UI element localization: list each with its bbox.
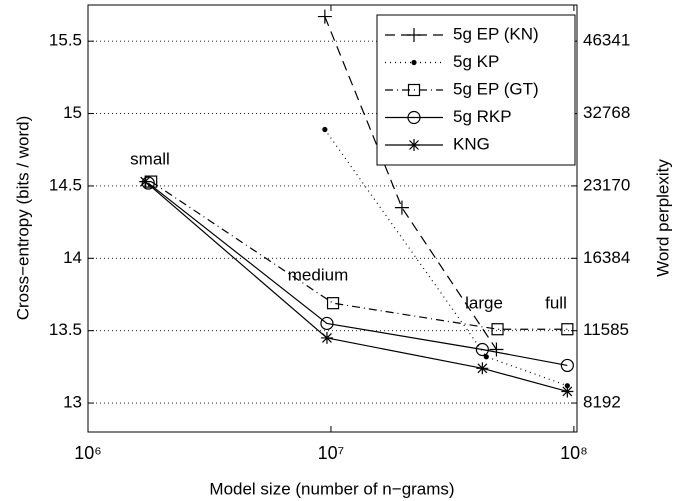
x-axis-label: Model size (number of n−grams) — [209, 479, 454, 498]
marker — [139, 175, 152, 188]
marker — [476, 362, 489, 375]
legend-label: 5g EP (KN) — [453, 24, 539, 43]
marker — [475, 342, 489, 357]
marker — [141, 176, 155, 190]
y-tick-label: 15.5 — [49, 31, 82, 50]
legend-label: 5g KP — [453, 52, 499, 71]
legend-marker — [407, 110, 421, 125]
marker — [489, 342, 504, 357]
legend-marker — [411, 59, 417, 66]
y2-tick-label: 8192 — [583, 393, 621, 412]
legend-marker — [408, 139, 420, 151]
marker — [320, 331, 333, 344]
marker — [491, 323, 504, 336]
annotation: large — [465, 293, 503, 312]
y2-axis-label: Word perplexity — [653, 159, 672, 277]
annotation: medium — [288, 265, 348, 284]
y-tick-label: 14.5 — [49, 175, 82, 194]
marker — [394, 200, 409, 215]
x-tick-label: 10⁷ — [318, 443, 345, 463]
legend-label: 5g RKP — [453, 107, 512, 126]
legend-marker — [407, 83, 421, 97]
marker — [561, 323, 574, 336]
y-tick-label: 14 — [63, 248, 82, 267]
y-axis-label: Cross−entropy (bits / word) — [13, 116, 32, 321]
marker — [561, 385, 574, 398]
y-tick-label: 13.5 — [49, 320, 82, 339]
y2-tick-label: 16384 — [583, 248, 630, 267]
y-tick-label: 13 — [63, 393, 82, 412]
x-tick-label: 10⁶ — [74, 443, 101, 463]
y2-tick-label: 23170 — [583, 175, 630, 194]
y2-tick-label: 32768 — [583, 103, 630, 122]
series-line — [150, 181, 568, 330]
marker — [320, 316, 334, 331]
y2-tick-label: 46341 — [583, 31, 630, 50]
annotation: small — [130, 149, 170, 168]
marker — [326, 297, 340, 310]
marker — [322, 126, 328, 133]
plot-frame — [87, 4, 578, 433]
legend-label: 5g EP (GT) — [453, 79, 539, 98]
marker — [317, 9, 332, 24]
series-line — [324, 16, 497, 350]
marker — [560, 358, 574, 373]
y2-tick-label: 11585 — [583, 320, 629, 339]
series-line — [147, 182, 568, 367]
plot-area — [139, 9, 574, 398]
annotation: full — [545, 293, 567, 312]
y-tick-label: 15 — [63, 103, 82, 122]
series-line — [144, 181, 568, 393]
legend-label: KNG — [453, 134, 490, 153]
x-tick-label: 10⁸ — [560, 443, 588, 463]
legend-marker — [407, 28, 421, 42]
